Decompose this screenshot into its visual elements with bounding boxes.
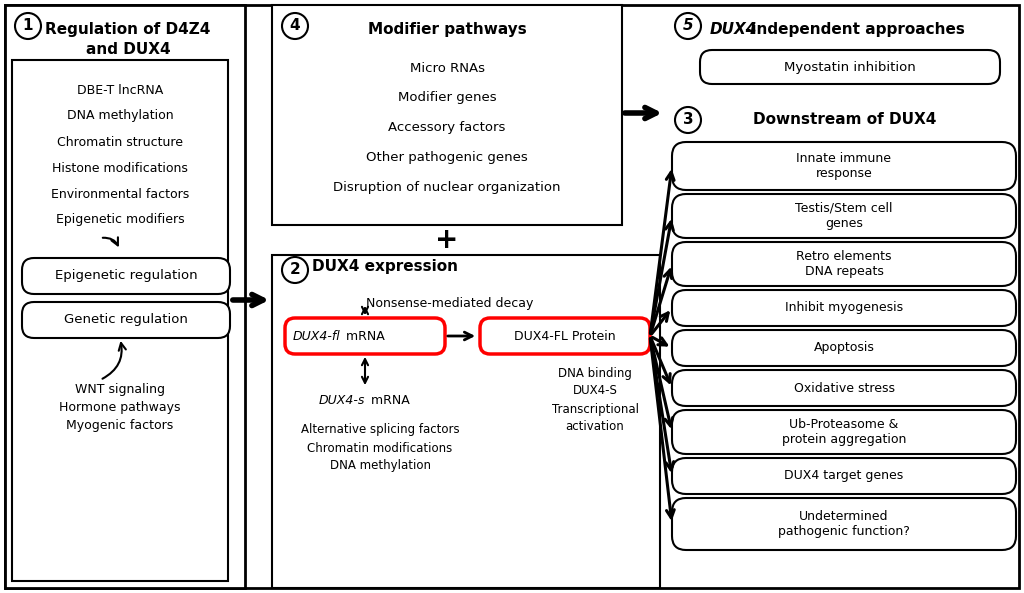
Text: Epigenetic regulation: Epigenetic regulation [54,269,198,282]
Text: Other pathogenic genes: Other pathogenic genes [367,151,528,164]
Text: DBE-T lncRNA: DBE-T lncRNA [77,84,163,97]
Bar [272,255,660,588]
FancyBboxPatch shape [672,458,1016,494]
Text: 5: 5 [683,18,693,33]
Circle shape [282,13,308,39]
Text: -independent approaches: -independent approaches [745,22,965,37]
Bar [5,5,245,588]
Text: Inhibit myogenesis: Inhibit myogenesis [785,301,903,314]
Circle shape [675,107,701,133]
Text: WNT signaling
Hormone pathways
Myogenic factors: WNT signaling Hormone pathways Myogenic … [59,384,181,432]
FancyBboxPatch shape [672,410,1016,454]
Text: Chromatin structure: Chromatin structure [57,135,183,148]
Text: Alternative splicing factors
Chromatin modifications
DNA methylation: Alternative splicing factors Chromatin m… [301,423,460,473]
Text: Accessory factors: Accessory factors [388,122,506,135]
Text: DUX4-s: DUX4-s [318,394,365,406]
Text: Oxidative stress: Oxidative stress [794,381,895,394]
Text: Testis/Stem cell
genes: Testis/Stem cell genes [796,202,893,231]
FancyBboxPatch shape [700,50,1000,84]
Text: Retro elements
DNA repeats: Retro elements DNA repeats [797,250,892,279]
Text: Environmental factors: Environmental factors [51,187,189,200]
Text: Histone modifications: Histone modifications [52,161,188,174]
Text: Nonsense-mediated decay: Nonsense-mediated decay [367,296,534,310]
FancyBboxPatch shape [22,258,230,294]
Text: DNA methylation: DNA methylation [67,110,173,123]
Text: Regulation of D4Z4
and DUX4: Regulation of D4Z4 and DUX4 [45,22,211,57]
Circle shape [15,13,41,39]
FancyBboxPatch shape [672,330,1016,366]
Text: 1: 1 [23,18,33,33]
Text: mRNA: mRNA [367,394,410,406]
Text: Ub-Proteasome &
protein aggregation: Ub-Proteasome & protein aggregation [781,417,906,447]
Text: Epigenetic modifiers: Epigenetic modifiers [55,213,184,227]
Text: Apoptosis: Apoptosis [813,342,874,355]
Text: Disruption of nuclear organization: Disruption of nuclear organization [333,181,561,195]
Text: mRNA: mRNA [342,330,385,343]
Text: Genetic regulation: Genetic regulation [65,314,188,327]
Text: DUX4-FL Protein: DUX4-FL Protein [514,330,615,343]
FancyBboxPatch shape [672,290,1016,326]
Bar [272,5,622,225]
Text: DUX4 target genes: DUX4 target genes [784,470,903,483]
Text: +: + [435,226,459,254]
Text: Modifier genes: Modifier genes [397,91,497,104]
FancyBboxPatch shape [672,194,1016,238]
Text: Micro RNAs: Micro RNAs [410,62,484,75]
Text: Myostatin inhibition: Myostatin inhibition [784,60,915,74]
Text: Modifier pathways: Modifier pathways [368,22,526,37]
FancyBboxPatch shape [672,242,1016,286]
Text: 4: 4 [290,18,300,33]
Text: Innate immune
response: Innate immune response [797,151,892,180]
FancyBboxPatch shape [672,498,1016,550]
Circle shape [282,257,308,283]
Text: DUX4 expression: DUX4 expression [312,260,458,275]
Bar [12,60,228,581]
FancyBboxPatch shape [285,318,445,354]
Text: Undetermined
pathogenic function?: Undetermined pathogenic function? [778,509,910,538]
Text: 2: 2 [290,263,300,278]
Text: DNA binding
DUX4-S
Transcriptional
activation: DNA binding DUX4-S Transcriptional activ… [552,366,639,433]
Text: Downstream of DUX4: Downstream of DUX4 [754,113,937,127]
FancyBboxPatch shape [22,302,230,338]
Text: DUX4-fl: DUX4-fl [292,330,340,343]
Text: 3: 3 [683,113,693,127]
FancyBboxPatch shape [672,370,1016,406]
Text: DUX4: DUX4 [710,22,758,37]
FancyBboxPatch shape [672,142,1016,190]
FancyBboxPatch shape [480,318,650,354]
Circle shape [675,13,701,39]
